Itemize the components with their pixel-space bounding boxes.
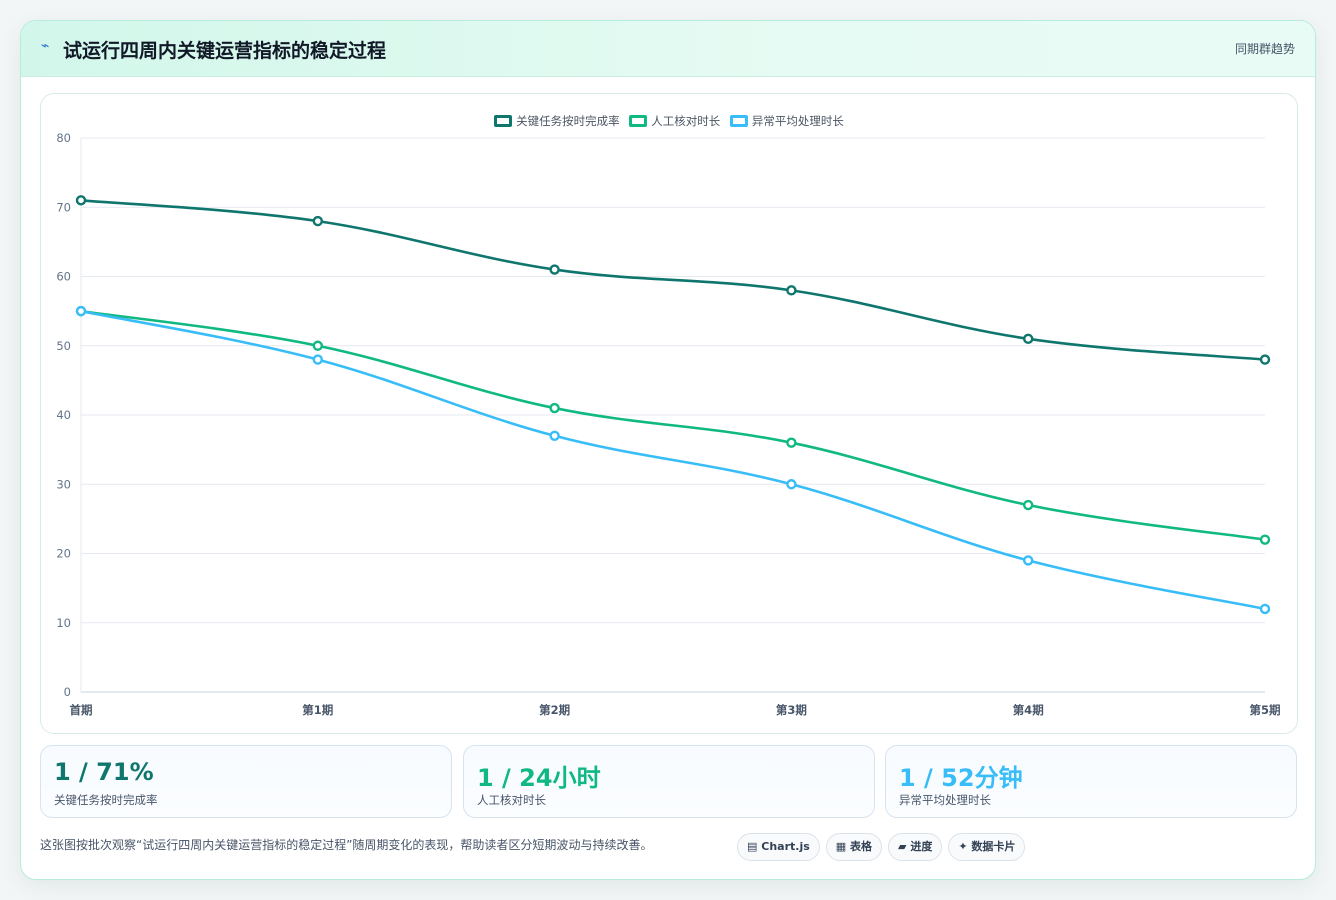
card-header: ⌁ 试运行四周内关键运营指标的稳定过程 同期群趋势 <box>21 21 1315 77</box>
data-point-s1-2 <box>549 264 560 275</box>
feature-chips: ▤ Chart.js ▦ 表格 ▰ 进度 ✦ 数据卡片 <box>737 833 1031 861</box>
stat-card-completion-rate: 1 / 71% 关键任务按时完成率 <box>40 745 452 818</box>
legend-label: 异常平均处理时长 <box>751 114 844 128</box>
header-tag[interactable]: 同期群趋势 <box>1234 42 1295 56</box>
chip-label: 表格 <box>850 840 873 853</box>
data-point-s2-5 <box>1259 534 1271 545</box>
stat-value: 1 / 71% <box>54 758 154 786</box>
y-tick-label: 0 <box>64 685 71 699</box>
y-tick-label: 80 <box>56 131 71 145</box>
x-tick-label: 第5期 <box>1249 703 1280 717</box>
stat-card-exception-handling: 1 / 52分钟 异常平均处理时长 <box>885 745 1297 818</box>
chip-label: Chart.js <box>761 840 810 853</box>
series-line-1 <box>80 199 1266 361</box>
x-tick-label: 第4期 <box>1013 703 1044 717</box>
data-point-s1-3 <box>786 285 797 296</box>
legend-swatch <box>494 115 513 127</box>
legend-swatch <box>729 115 748 127</box>
chip-label: 数据卡片 <box>971 840 1016 853</box>
data-point-s1-4 <box>1023 333 1034 345</box>
data-point-s2-2 <box>549 402 560 414</box>
table-icon: ▦ <box>835 840 847 853</box>
legend-label: 人工核对时长 <box>651 114 721 128</box>
chip-label: 进度 <box>910 840 933 853</box>
data-point-s3-0 <box>75 305 87 317</box>
data-point-s1-5 <box>1259 354 1271 365</box>
data-point-s2-1 <box>312 340 323 351</box>
x-tick-label: 第2期 <box>539 703 570 717</box>
stat-label: 异常平均处理时长 <box>899 793 991 807</box>
legend-item-manual-check[interactable]: 人工核对时长 <box>629 113 720 129</box>
stat-label: 人工核对时长 <box>477 793 546 807</box>
y-tick-label: 60 <box>56 270 71 284</box>
x-tick-label: 第3期 <box>776 703 807 717</box>
stat-value: 1 / 52分钟 <box>899 764 1023 792</box>
sparkle-icon: ✦ <box>958 840 968 853</box>
series-line-2 <box>80 309 1266 541</box>
data-point-s1-0 <box>75 195 87 206</box>
chart-legend: 关键任务按时完成率 人工核对时长 异常平均处理时长 <box>41 113 1297 129</box>
stat-card-manual-check: 1 / 24小时 人工核对时长 <box>463 745 875 818</box>
stat-value: 1 / 24小时 <box>477 764 601 792</box>
chart-description: 这张图按批次观察“试运行四周内关键运营指标的稳定过程”随周期变化的表现，帮助读者… <box>40 838 653 852</box>
data-point-s3-1 <box>312 354 323 365</box>
series-line-3 <box>80 309 1266 611</box>
stat-label: 关键任务按时完成率 <box>54 793 158 807</box>
lightning-icon: ⌁ <box>41 38 50 54</box>
data-point-s1-1 <box>312 215 323 227</box>
data-point-s2-4 <box>1023 499 1034 511</box>
chart-icon: ▤ <box>747 840 758 853</box>
data-point-s2-3 <box>786 437 797 448</box>
legend-item-exception-handling[interactable]: 异常平均处理时长 <box>729 113 844 129</box>
legend-label: 关键任务按时完成率 <box>516 114 620 128</box>
data-point-s3-2 <box>549 430 560 441</box>
chart-title: 试运行四周内关键运营指标的稳定过程 <box>63 40 387 62</box>
chart-panel: 关键任务按时完成率 人工核对时长 异常平均处理时长 0 10 20 30 40 50 60 7… <box>40 93 1298 734</box>
data-point-s3-5 <box>1259 603 1271 615</box>
x-tick-label: 首期 <box>70 703 93 717</box>
chart-card: ⌁ 试运行四周内关键运营指标的稳定过程 同期群趋势 关键任务按时完成率 人工核对… <box>20 20 1316 880</box>
data-point-s3-3 <box>786 479 797 490</box>
line-chart: 0 10 20 30 40 50 60 70 80 首期 第1期 第2期 第3期 第4期 第5期 <box>56 131 1280 717</box>
progress-icon: ▰ <box>898 840 907 853</box>
legend-item-completion-rate[interactable]: 关键任务按时完成率 <box>494 113 620 129</box>
y-tick-label: 30 <box>56 477 71 491</box>
y-tick-label: 70 <box>56 200 71 214</box>
x-tick-label: 第1期 <box>302 703 333 717</box>
y-tick-label: 50 <box>56 339 71 353</box>
chip-data-card[interactable]: ✦ 数据卡片 <box>948 833 1026 861</box>
y-tick-label: 20 <box>56 547 71 561</box>
y-tick-label: 40 <box>56 408 71 422</box>
chip-chartjs[interactable]: ▤ Chart.js <box>737 833 820 861</box>
data-point-s3-4 <box>1023 555 1034 566</box>
legend-swatch <box>629 115 648 127</box>
chip-table[interactable]: ▦ 表格 <box>825 833 883 861</box>
y-tick-label: 10 <box>56 616 71 630</box>
chip-progress[interactable]: ▰ 进度 <box>888 833 943 861</box>
